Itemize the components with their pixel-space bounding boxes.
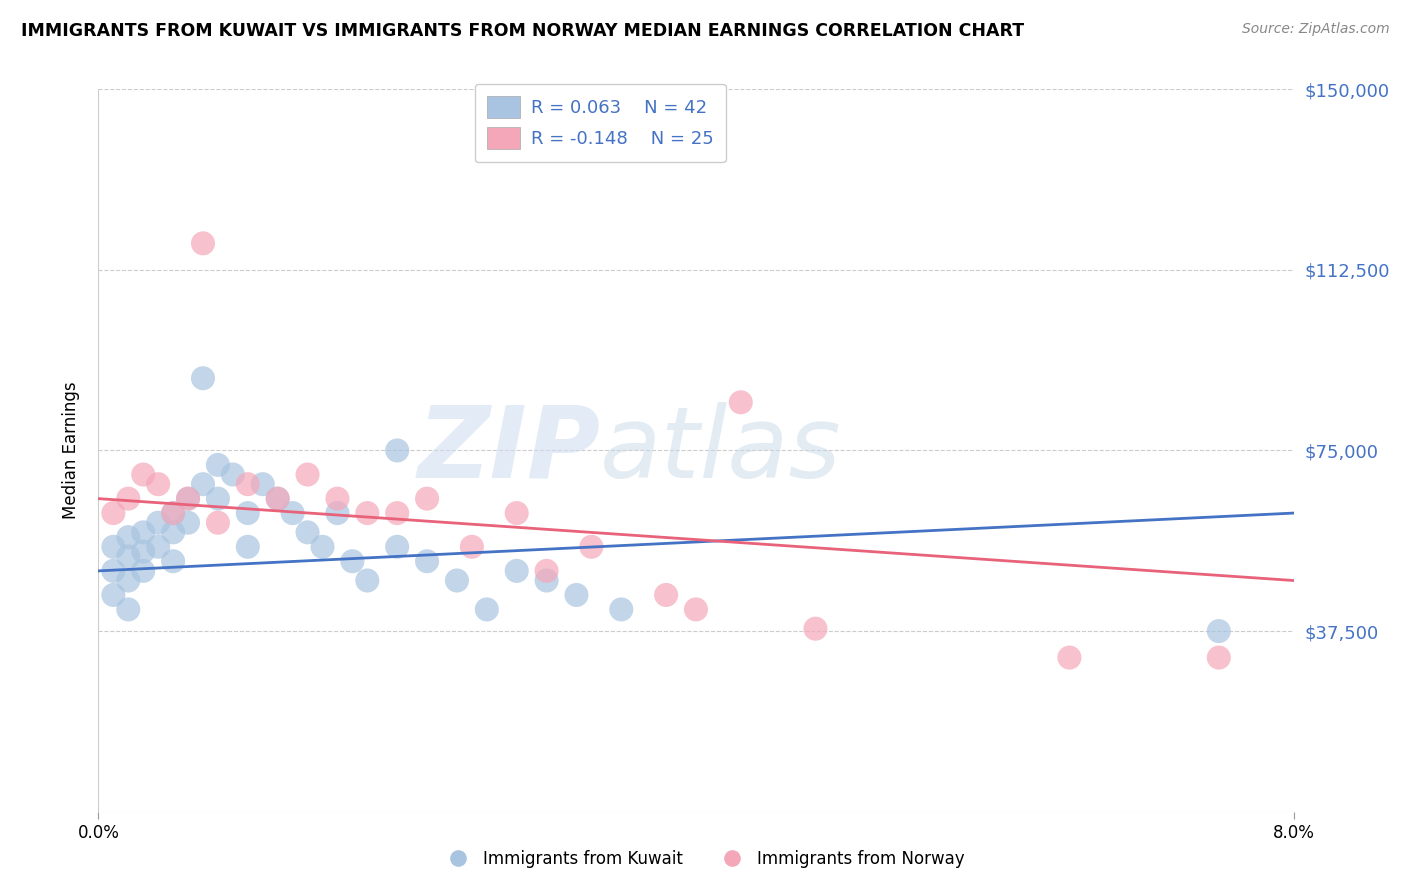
Point — [117, 530, 139, 544]
Point — [506, 564, 529, 578]
Point — [1208, 650, 1230, 665]
Point — [177, 516, 200, 530]
Point — [326, 491, 349, 506]
Point — [326, 506, 349, 520]
Point — [236, 506, 259, 520]
Point — [1059, 650, 1081, 665]
Point — [416, 491, 439, 506]
Point — [297, 525, 319, 540]
Point — [297, 467, 319, 482]
Point — [356, 574, 378, 588]
Point — [207, 458, 229, 472]
Point — [132, 544, 155, 558]
Point — [536, 564, 558, 578]
Point — [103, 588, 125, 602]
Legend: R = 0.063    N = 42, R = -0.148    N = 25: R = 0.063 N = 42, R = -0.148 N = 25 — [475, 84, 725, 162]
Point — [177, 491, 200, 506]
Text: atlas: atlas — [600, 402, 842, 499]
Point — [148, 477, 170, 491]
Point — [191, 371, 214, 385]
Point — [730, 395, 752, 409]
Point — [416, 554, 439, 568]
Y-axis label: Median Earnings: Median Earnings — [62, 382, 80, 519]
Point — [162, 506, 184, 520]
Point — [356, 506, 378, 520]
Point — [222, 467, 245, 482]
Point — [162, 525, 184, 540]
Point — [506, 506, 529, 520]
Point — [342, 554, 364, 568]
Point — [103, 564, 125, 578]
Point — [685, 602, 707, 616]
Point — [804, 622, 827, 636]
Point — [267, 491, 290, 506]
Point — [132, 467, 155, 482]
Text: IMMIGRANTS FROM KUWAIT VS IMMIGRANTS FROM NORWAY MEDIAN EARNINGS CORRELATION CHA: IMMIGRANTS FROM KUWAIT VS IMMIGRANTS FRO… — [21, 22, 1024, 40]
Point — [385, 506, 409, 520]
Point — [117, 549, 139, 564]
Point — [117, 491, 139, 506]
Point — [536, 574, 558, 588]
Point — [236, 477, 259, 491]
Point — [267, 491, 290, 506]
Point — [132, 525, 155, 540]
Point — [148, 540, 170, 554]
Point — [281, 506, 304, 520]
Point — [385, 540, 409, 554]
Point — [252, 477, 274, 491]
Point — [117, 602, 139, 616]
Point — [148, 516, 170, 530]
Point — [446, 574, 468, 588]
Point — [207, 516, 229, 530]
Text: ZIP: ZIP — [418, 402, 600, 499]
Point — [177, 491, 200, 506]
Point — [103, 506, 125, 520]
Point — [565, 588, 588, 602]
Point — [162, 506, 184, 520]
Point — [385, 443, 409, 458]
Point — [475, 602, 498, 616]
Point — [191, 236, 214, 251]
Point — [1208, 624, 1230, 639]
Point — [191, 477, 214, 491]
Point — [207, 491, 229, 506]
Point — [162, 554, 184, 568]
Point — [103, 540, 125, 554]
Point — [461, 540, 484, 554]
Point — [132, 564, 155, 578]
Point — [581, 540, 603, 554]
Point — [117, 574, 139, 588]
Point — [236, 540, 259, 554]
Point — [655, 588, 678, 602]
Text: Source: ZipAtlas.com: Source: ZipAtlas.com — [1241, 22, 1389, 37]
Point — [610, 602, 633, 616]
Point — [311, 540, 333, 554]
Legend: Immigrants from Kuwait, Immigrants from Norway: Immigrants from Kuwait, Immigrants from … — [434, 844, 972, 875]
